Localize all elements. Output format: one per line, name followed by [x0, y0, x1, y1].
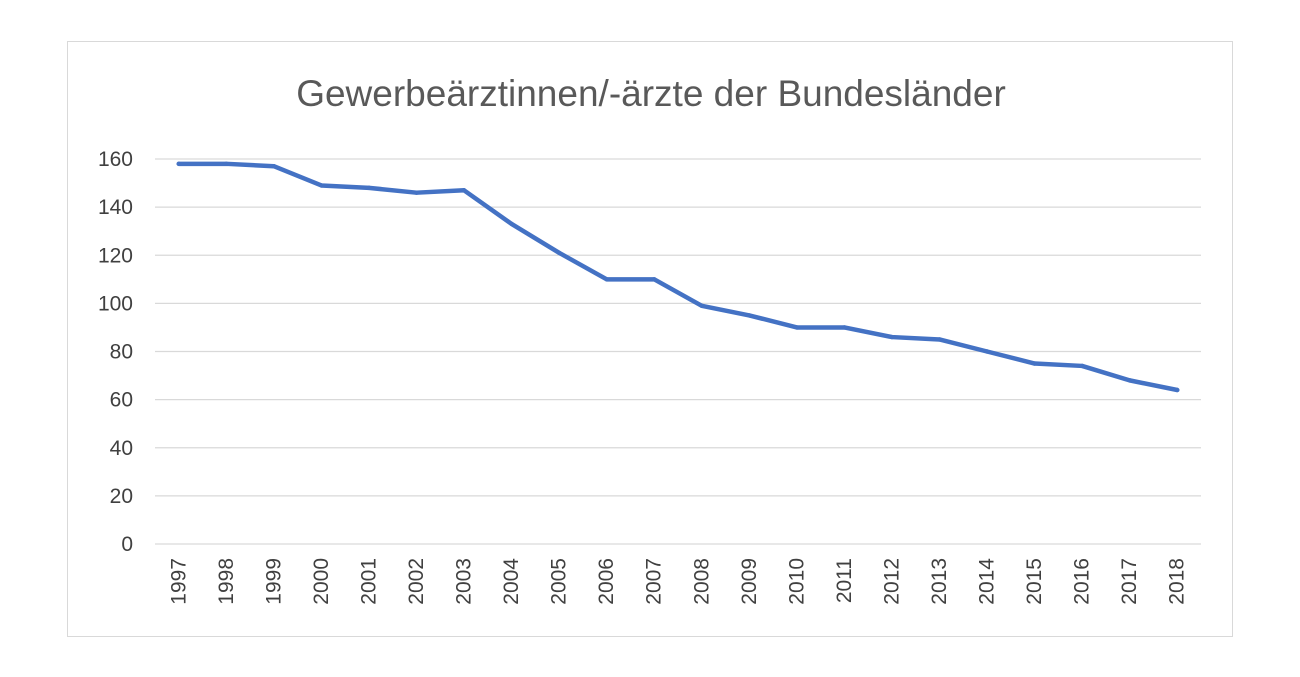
y-tick-label: 0 — [121, 533, 133, 556]
y-axis: 0 20 40 60 80 100 120 140 160 — [98, 148, 133, 556]
y-tick-label: 20 — [110, 485, 133, 508]
chart-frame: Gewerbeärztinnen/-ärzte der Bundesländer… — [67, 41, 1233, 637]
x-tick-label: 2009 — [738, 558, 761, 605]
series-line — [176, 161, 1180, 393]
y-tick-label: 40 — [110, 437, 133, 460]
data-point — [271, 164, 277, 169]
data-point — [984, 349, 990, 354]
data-point — [937, 337, 942, 342]
data-point — [842, 325, 847, 330]
x-tick-label: 1999 — [262, 558, 285, 605]
data-point — [1175, 387, 1180, 393]
gridlines — [155, 158, 1201, 545]
data-point — [889, 334, 895, 340]
x-tick-label: 1997 — [167, 558, 190, 605]
data-point — [604, 277, 609, 282]
x-tick-label: 2001 — [357, 558, 380, 605]
x-tick-label: 2006 — [595, 558, 618, 605]
y-tick-label: 120 — [98, 244, 133, 267]
data-point — [366, 185, 372, 191]
y-tick-label: 140 — [98, 196, 133, 219]
data-point — [1079, 363, 1085, 369]
data-point — [699, 303, 704, 308]
x-tick-label: 2005 — [548, 558, 571, 605]
y-tick-label: 60 — [110, 389, 133, 412]
data-point — [319, 183, 324, 188]
x-tick-label: 2010 — [785, 558, 808, 605]
line-chart: Gewerbeärztinnen/-ärzte der Bundesländer… — [98, 73, 1201, 605]
data-point — [1032, 361, 1037, 366]
data-point — [747, 313, 752, 318]
x-tick-label: 2014 — [976, 558, 999, 605]
chart-title: Gewerbeärztinnen/-ärzte der Bundesländer — [296, 73, 1006, 114]
data-point — [414, 190, 419, 195]
x-tick-label: 2018 — [1166, 558, 1189, 605]
y-tick-label: 100 — [98, 292, 133, 315]
y-tick-label: 80 — [110, 341, 133, 364]
data-point — [652, 277, 657, 282]
data-point — [176, 161, 181, 167]
x-axis: 1997 1998 1999 2000 2001 2002 2003 2004 2005 2006… — [167, 558, 1188, 605]
x-tick-label: 2013 — [928, 558, 951, 605]
data-point — [509, 221, 514, 227]
x-tick-label: 1998 — [215, 558, 238, 605]
series-layer — [176, 161, 1180, 393]
x-tick-label: 2007 — [643, 558, 666, 605]
x-tick-label: 2016 — [1071, 558, 1094, 605]
data-point — [224, 161, 229, 167]
data-point — [461, 188, 467, 193]
data-point — [794, 325, 800, 330]
x-tick-label: 2004 — [500, 558, 523, 605]
x-tick-label: 2011 — [833, 558, 856, 603]
data-point — [1127, 378, 1132, 383]
x-tick-label: 2002 — [405, 558, 428, 605]
x-tick-label: 2017 — [1118, 558, 1141, 605]
data-point — [556, 250, 562, 256]
x-tick-label: 2003 — [453, 558, 476, 605]
x-tick-label: 2000 — [310, 558, 333, 605]
x-tick-label: 2015 — [1023, 558, 1046, 605]
y-tick-label: 160 — [98, 148, 133, 171]
x-tick-label: 2012 — [880, 558, 903, 605]
x-tick-label: 2008 — [690, 558, 713, 605]
